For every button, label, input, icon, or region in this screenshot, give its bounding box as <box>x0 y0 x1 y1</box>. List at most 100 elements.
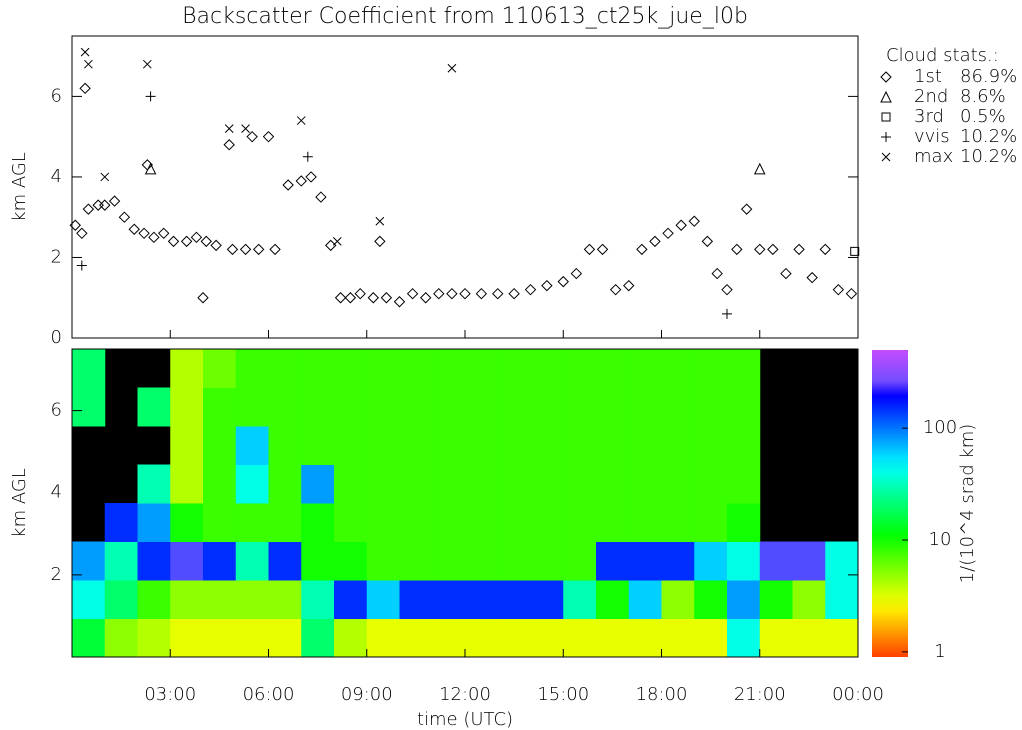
point <box>570 267 583 280</box>
point <box>210 239 222 252</box>
legend-symbol <box>880 90 892 103</box>
legend-symbol <box>881 152 891 162</box>
y-tick-label: 2 <box>51 246 62 267</box>
heat-cell <box>399 464 433 504</box>
heat-cell <box>563 618 597 658</box>
heat-cell <box>301 426 335 465</box>
heat-cell <box>497 349 531 388</box>
point <box>541 279 553 292</box>
heat-cell <box>366 541 400 581</box>
heat-cell <box>137 387 171 427</box>
legend-stat: 0.5% <box>960 106 1006 127</box>
heat-cell <box>268 387 302 427</box>
point <box>99 199 111 211</box>
heat-cell <box>301 349 335 388</box>
heat-cell <box>432 618 466 658</box>
heat-cell <box>366 503 400 542</box>
y-tick-label: 4 <box>51 166 62 187</box>
point <box>393 296 406 308</box>
point <box>753 162 766 175</box>
point <box>76 260 87 271</box>
point <box>138 227 150 240</box>
heat-cell <box>465 387 499 427</box>
heat-cell <box>366 387 400 427</box>
point <box>508 287 520 300</box>
point <box>296 116 306 125</box>
heat-cell <box>530 503 564 542</box>
heat-cell <box>465 426 499 465</box>
legend-stat: 10.2% <box>960 146 1017 167</box>
heat-cell <box>661 387 695 427</box>
heat-cell <box>366 580 400 619</box>
point <box>524 283 537 296</box>
heat-cell <box>432 387 466 427</box>
legend-label: 1st <box>914 66 942 87</box>
heat-cell <box>596 541 630 581</box>
point <box>806 271 818 284</box>
heat-cell <box>596 503 630 542</box>
heat-cell <box>235 503 269 542</box>
point <box>609 283 622 296</box>
point <box>252 243 265 256</box>
heat-cell <box>235 349 269 388</box>
heat-cell <box>235 541 269 581</box>
point <box>446 287 458 300</box>
point <box>475 287 488 300</box>
point <box>223 139 235 151</box>
heat-cell <box>301 464 335 504</box>
point <box>334 292 347 304</box>
heat-cell <box>596 464 630 504</box>
heat-cell <box>170 387 204 427</box>
heat-cell <box>563 349 597 388</box>
heat-cell <box>628 503 662 542</box>
point <box>148 231 160 244</box>
legend-label: 2nd <box>914 86 948 107</box>
colorbar <box>872 350 908 657</box>
heat-cell <box>137 464 171 504</box>
point <box>701 235 714 248</box>
x-tick-label: 18:00 <box>636 684 688 705</box>
heat-cell <box>203 541 237 581</box>
heat-cell <box>170 464 204 504</box>
heat-cell <box>628 580 662 619</box>
heat-cell <box>596 580 630 619</box>
heat-cell <box>334 387 368 427</box>
heat-cell <box>825 580 859 619</box>
point <box>344 292 357 304</box>
point <box>754 243 766 256</box>
heat-cell <box>563 464 597 504</box>
point <box>241 124 250 133</box>
y-tick-label: 6 <box>51 400 62 421</box>
heat-cell <box>399 503 433 542</box>
heat-cell <box>301 618 335 658</box>
point <box>108 195 121 207</box>
point <box>740 203 753 215</box>
point <box>315 191 327 203</box>
heat-cell <box>563 503 597 542</box>
heat-cell <box>596 349 630 388</box>
heat-cell <box>170 580 204 619</box>
point <box>721 283 733 296</box>
point <box>675 219 687 231</box>
point <box>190 231 203 244</box>
point <box>157 227 170 240</box>
heat-cell <box>628 541 662 581</box>
heat-cell <box>825 541 859 581</box>
heat-cell <box>301 387 335 427</box>
heat-cell <box>432 464 466 504</box>
heat-cell <box>727 580 761 619</box>
heat-cell <box>661 426 695 465</box>
point <box>845 287 858 300</box>
heat-cell <box>530 618 564 658</box>
heat-cell <box>596 426 630 465</box>
legend-label: max <box>914 146 953 167</box>
point <box>380 292 393 304</box>
heat-cell <box>268 541 302 581</box>
x-tick-label: 21:00 <box>734 684 786 705</box>
heat-cell <box>203 426 237 465</box>
heat-cell <box>497 618 531 658</box>
heat-cell <box>465 618 499 658</box>
heat-cell <box>268 426 302 465</box>
point <box>239 243 252 256</box>
point <box>79 82 91 95</box>
